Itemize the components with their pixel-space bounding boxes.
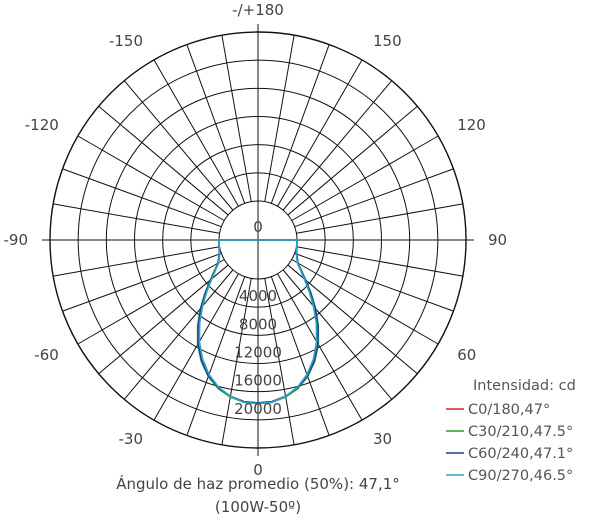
radial-tick-label: 0 bbox=[253, 218, 263, 236]
grid-spoke bbox=[186, 276, 246, 436]
angle-label: 120 bbox=[457, 116, 486, 134]
legend-entry: C60/240,47.1° bbox=[468, 446, 573, 462]
caption-power: (100W-50º) bbox=[215, 498, 301, 516]
grid-spoke bbox=[264, 278, 295, 445]
grid-spoke bbox=[153, 59, 239, 207]
angle-label: -120 bbox=[25, 116, 59, 134]
radial-tick-label: 4000 bbox=[239, 287, 277, 305]
grid-spoke bbox=[123, 80, 234, 211]
series-curve-3 bbox=[198, 239, 318, 405]
radial-tick-label: 20000 bbox=[234, 400, 282, 418]
legend: Intensidad: cd C0/180,47° C30/210,47.5° C6… bbox=[446, 378, 576, 484]
angle-label: -60 bbox=[34, 346, 59, 364]
grid-spoke bbox=[153, 273, 239, 421]
grid-spoke bbox=[186, 44, 246, 204]
angle-label: -30 bbox=[119, 430, 144, 448]
grid-spoke bbox=[296, 203, 463, 234]
grid-spoke bbox=[277, 59, 363, 207]
grid-spoke bbox=[270, 276, 330, 436]
angle-label: 30 bbox=[373, 430, 392, 448]
grid-spoke bbox=[291, 259, 439, 345]
grid-spoke bbox=[287, 105, 418, 216]
angle-label: 0 bbox=[253, 461, 263, 479]
grid-spoke bbox=[98, 264, 229, 375]
grid-spoke bbox=[77, 135, 225, 221]
grid-spoke bbox=[62, 252, 222, 312]
angle-label: -90 bbox=[4, 231, 29, 249]
radial-tick-label: 16000 bbox=[234, 372, 282, 390]
grid-spoke bbox=[287, 264, 418, 375]
legend-entry: C90/270,46.5° bbox=[468, 468, 573, 484]
grid-spoke bbox=[282, 269, 393, 400]
angle-labels: -/+180 -150 150 -120 120 -90 90 -60 60 -30 30 0 bbox=[4, 1, 508, 479]
angle-label: -/+180 bbox=[232, 1, 284, 19]
grid-spoke bbox=[53, 246, 220, 277]
angle-label: 60 bbox=[457, 346, 476, 364]
grid-spoke bbox=[270, 44, 330, 204]
angle-label: 150 bbox=[373, 32, 402, 50]
intensity-curves bbox=[196, 239, 320, 405]
grid-spoke bbox=[294, 168, 454, 228]
radial-tick-label: 12000 bbox=[234, 344, 282, 362]
grid-spoke bbox=[221, 278, 252, 445]
radial-tick-labels: 0 4000 8000 12000 16000 20000 bbox=[234, 218, 282, 418]
grid-spoke bbox=[282, 80, 393, 211]
grid-spoke bbox=[53, 203, 220, 234]
grid-spoke bbox=[291, 135, 439, 221]
legend-entry: C30/210,47.5° bbox=[468, 424, 573, 440]
legend-entry: C0/180,47° bbox=[468, 402, 550, 418]
grid-spoke bbox=[123, 269, 234, 400]
grid-spoke bbox=[294, 252, 454, 312]
grid-spoke bbox=[221, 35, 252, 202]
grid-spoke bbox=[62, 168, 222, 228]
angle-label: 90 bbox=[488, 231, 507, 249]
grid-spoke bbox=[98, 105, 229, 216]
radial-tick-label: 8000 bbox=[239, 315, 277, 333]
grid-spoke bbox=[264, 35, 295, 202]
legend-title: Intensidad: cd bbox=[473, 378, 576, 394]
angle-label: -150 bbox=[109, 32, 143, 50]
grid-spoke bbox=[77, 259, 225, 345]
grid-spoke bbox=[296, 246, 463, 277]
grid-spoke bbox=[277, 273, 363, 421]
caption-beam-angle: Ángulo de haz promedio (50%): 47,1° bbox=[116, 474, 400, 493]
